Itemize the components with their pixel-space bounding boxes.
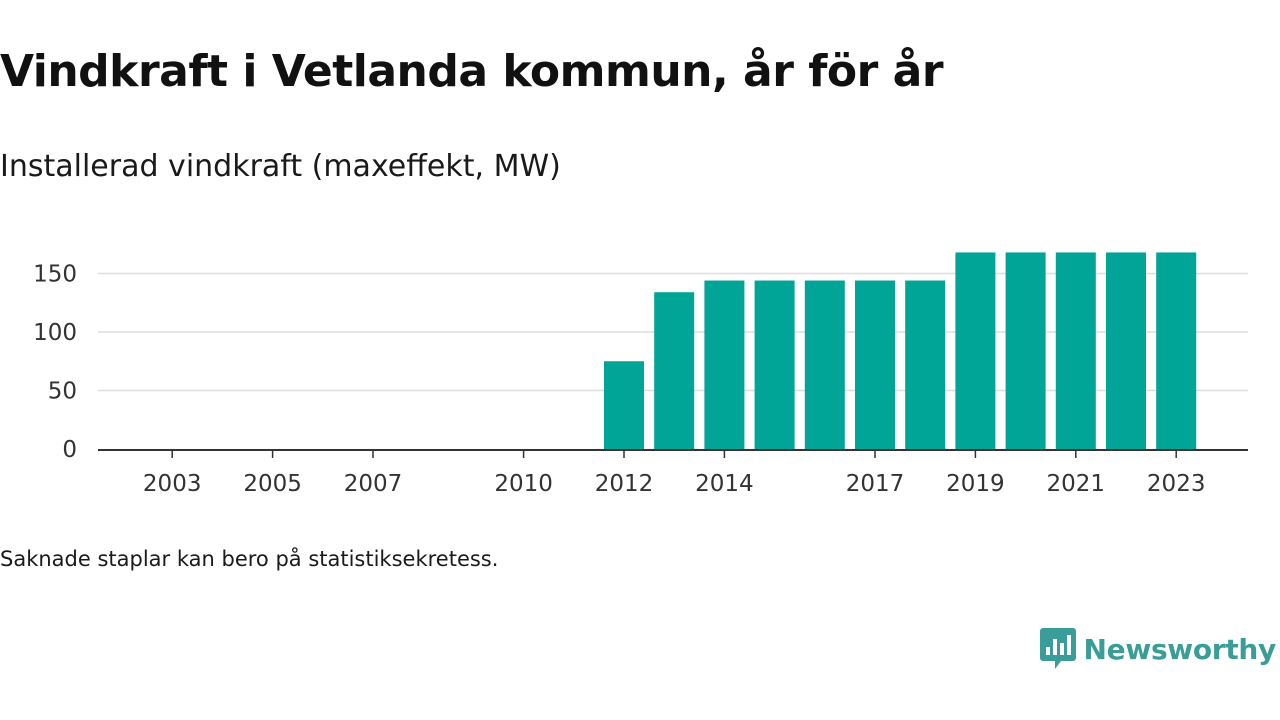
bar-2016 (804, 280, 845, 449)
bar-2013 (654, 292, 695, 449)
x-tick-label: 2023 (1147, 471, 1206, 497)
bar-2020 (1005, 252, 1046, 449)
bar-2021 (1055, 252, 1096, 449)
x-tick-label: 2019 (946, 471, 1005, 497)
brand-name: Newsworthy (1083, 632, 1277, 666)
bar-2023 (1156, 252, 1197, 449)
bar-2022 (1106, 252, 1146, 449)
bar-2015 (754, 280, 795, 449)
bar-2012 (604, 361, 644, 449)
footnote: Saknade staplar kan bero på statistiksek… (0, 547, 499, 571)
axes (98, 449, 1248, 458)
x-tick-label: 2017 (846, 471, 905, 497)
x-tick-label: 2005 (243, 471, 302, 497)
y-tick-labels: 0 50 100 150 (33, 262, 77, 464)
bar-2017 (855, 280, 895, 449)
chart-title: Vindkraft i Vetlanda kommun, år för år (0, 46, 944, 97)
newsworthy-logo-icon (1039, 628, 1076, 669)
x-tick-label: 2012 (595, 471, 654, 497)
x-tick-labels: 2003 2005 2007 2010 2012 2014 2017 2019 2021 2023 (143, 471, 1206, 497)
bar-2018 (905, 280, 946, 449)
x-tick-label: 2003 (143, 471, 202, 497)
x-tick-label: 2007 (344, 471, 403, 497)
y-tick-label: 150 (33, 262, 77, 288)
bar-2019 (955, 252, 996, 449)
bar-2014 (704, 280, 745, 449)
y-tick-label: 100 (33, 320, 77, 346)
bars (604, 252, 1197, 449)
x-tick-label: 2014 (695, 471, 754, 497)
brand-logo: Newsworthy (1039, 628, 1277, 670)
chart-subtitle: Installerad vindkraft (maxeffekt, MW) (0, 149, 561, 184)
x-tick-label: 2021 (1047, 471, 1106, 497)
x-tick-label: 2010 (494, 471, 553, 497)
y-tick-label: 0 (62, 437, 77, 463)
y-tick-label: 50 (48, 379, 77, 405)
